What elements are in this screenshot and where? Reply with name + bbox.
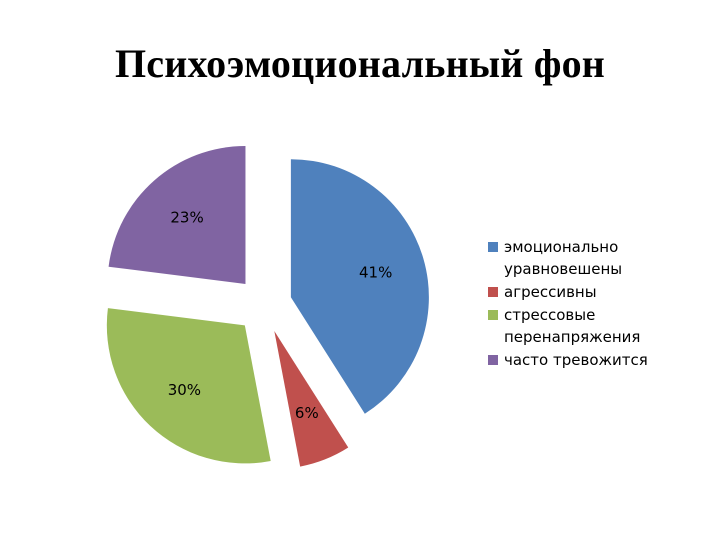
legend-item-1: агрессивны [488,281,698,303]
legend-label-0: эмоционально уравновешены [504,238,623,278]
pie-slice-1 [274,331,349,467]
legend-label-2: стрессовые перенапряжения [504,306,641,346]
pie-slice-label-2: 30% [168,381,201,399]
pie-slice-2 [106,308,271,464]
legend-label-1: агрессивны [504,283,597,301]
legend-swatch-1 [488,287,498,297]
legend-label-3: часто тревожится [504,351,648,369]
legend-swatch-0 [488,242,498,252]
legend-item-3: часто тревожится [488,349,698,371]
pie-slice-0 [290,159,429,414]
pie-slice-label-1: 6% [295,404,319,422]
pie-slice-3 [108,145,246,284]
chart-title: Психоэмоциональный фон [114,41,606,86]
pie-slice-label-3: 23% [170,209,203,227]
pie-slice-label-0: 41% [359,264,392,282]
legend-item-2: стрессовые перенапряжения [488,304,698,348]
legend-item-0: эмоционально уравновешены [488,236,698,280]
legend-swatch-2 [488,310,498,320]
chart-legend: эмоционально уравновешены агрессивны стрес… [488,236,698,372]
legend-swatch-3 [488,355,498,365]
